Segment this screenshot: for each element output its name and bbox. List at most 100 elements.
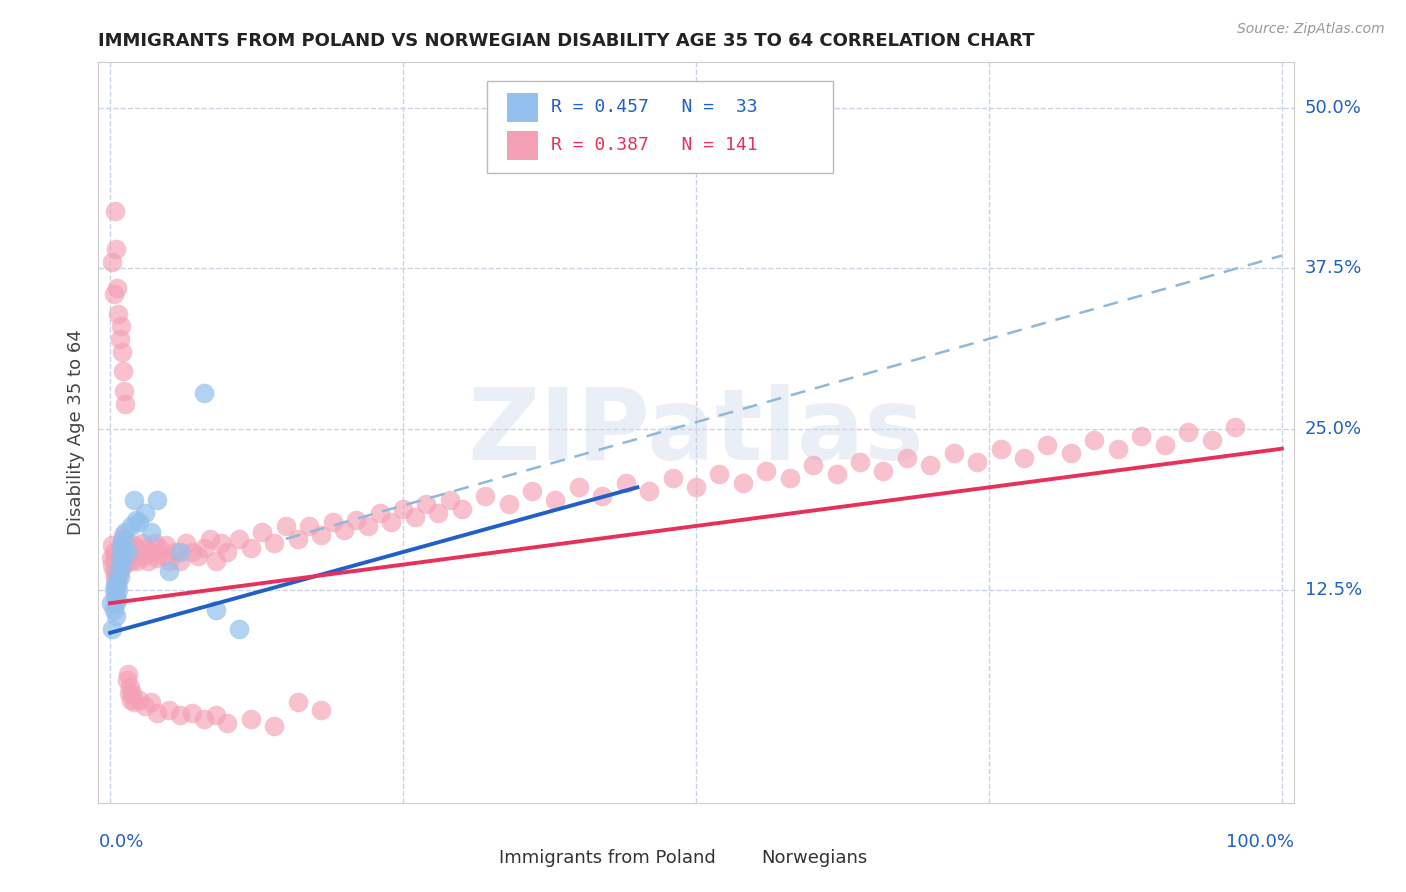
Point: [141, 545, 163, 559]
Point: [131, 535, 153, 549]
Point: [157, 564, 180, 578]
Point: [117, 667, 139, 681]
Text: IMMIGRANTS FROM POLAND VS NORWEGIAN DISABILITY AGE 35 TO 64 CORRELATION CHART: IMMIGRANTS FROM POLAND VS NORWEGIAN DISA…: [98, 32, 1035, 50]
Point: [118, 686, 141, 700]
Point: [108, 332, 131, 346]
Point: [111, 345, 134, 359]
Point: [1036, 438, 1059, 452]
FancyBboxPatch shape: [720, 844, 749, 873]
Point: [128, 693, 150, 707]
Point: [104, 551, 127, 566]
Point: [111, 534, 134, 549]
Point: [134, 699, 156, 714]
Point: [114, 397, 136, 411]
Point: [143, 535, 166, 549]
Point: [111, 545, 134, 559]
Text: 12.5%: 12.5%: [1305, 582, 1362, 599]
Point: [105, 564, 128, 578]
Point: [920, 458, 942, 473]
Point: [287, 532, 309, 546]
Point: [103, 564, 125, 578]
Point: [404, 510, 426, 524]
Point: [115, 554, 138, 568]
Point: [103, 602, 125, 616]
Point: [104, 203, 127, 218]
Text: 50.0%: 50.0%: [1305, 98, 1361, 117]
Point: [204, 554, 226, 568]
Point: [121, 545, 143, 559]
Point: [614, 476, 637, 491]
Point: [117, 545, 139, 559]
Point: [141, 525, 163, 540]
Point: [112, 545, 135, 559]
Point: [101, 558, 124, 572]
Point: [122, 695, 145, 709]
Point: [146, 706, 169, 720]
Point: [1223, 420, 1246, 434]
Point: [322, 515, 344, 529]
Point: [163, 545, 186, 559]
Point: [1060, 445, 1083, 459]
Point: [661, 471, 683, 485]
Point: [105, 577, 128, 591]
Point: [568, 480, 591, 494]
Point: [114, 525, 136, 540]
Point: [107, 583, 129, 598]
Point: [105, 558, 128, 572]
Point: [101, 255, 124, 269]
Point: [105, 596, 128, 610]
Point: [125, 512, 148, 526]
Point: [415, 497, 437, 511]
Point: [148, 541, 170, 555]
Point: [392, 502, 415, 516]
Point: [544, 493, 567, 508]
Point: [112, 384, 135, 398]
Point: [591, 489, 613, 503]
Point: [134, 506, 156, 520]
Point: [368, 506, 391, 520]
Point: [101, 622, 124, 636]
Point: [1107, 442, 1129, 456]
Y-axis label: Disability Age 35 to 64: Disability Age 35 to 64: [66, 330, 84, 535]
Point: [801, 458, 824, 473]
Point: [112, 558, 135, 572]
Point: [450, 502, 472, 516]
Point: [105, 583, 128, 598]
Point: [107, 554, 129, 568]
Text: ZIPatlas: ZIPatlas: [468, 384, 924, 481]
Point: [204, 602, 226, 616]
Point: [198, 532, 221, 546]
Point: [100, 596, 122, 610]
Text: R = 0.387   N = 141: R = 0.387 N = 141: [551, 136, 758, 154]
Point: [1153, 438, 1175, 452]
Text: 37.5%: 37.5%: [1305, 260, 1362, 277]
Point: [110, 558, 132, 572]
Point: [204, 708, 226, 723]
Text: 100.0%: 100.0%: [1226, 833, 1294, 851]
Point: [309, 703, 332, 717]
Point: [228, 622, 250, 636]
Point: [105, 609, 128, 624]
Point: [174, 535, 197, 549]
Point: [108, 564, 131, 578]
Point: [112, 528, 135, 542]
Point: [134, 541, 156, 555]
Point: [357, 519, 380, 533]
Point: [755, 464, 778, 478]
Point: [217, 545, 239, 559]
Point: [120, 554, 142, 568]
Point: [685, 480, 707, 494]
Point: [118, 551, 141, 566]
Point: [849, 454, 872, 468]
Point: [498, 497, 520, 511]
Point: [128, 545, 150, 559]
Point: [155, 538, 177, 552]
Point: [110, 541, 132, 555]
Point: [287, 695, 309, 709]
Point: [298, 519, 321, 533]
Point: [120, 519, 142, 533]
Point: [104, 577, 127, 591]
Point: [169, 545, 191, 559]
Point: [104, 590, 127, 604]
Point: [193, 712, 215, 726]
